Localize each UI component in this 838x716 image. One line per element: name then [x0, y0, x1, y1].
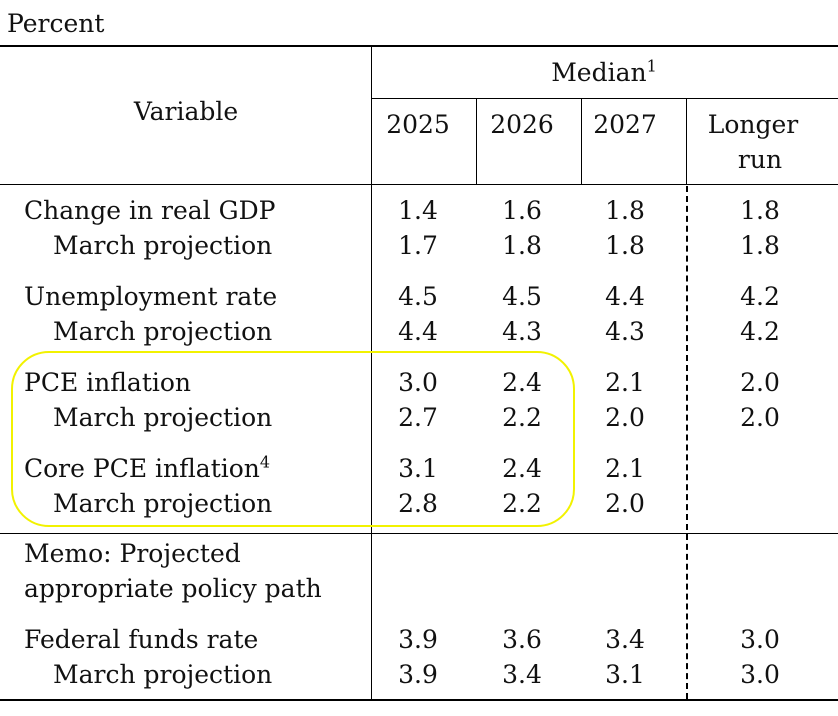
cell: 4.5 — [398, 282, 438, 311]
row-footnote: 4 — [259, 452, 271, 472]
memo-rule — [0, 533, 838, 534]
row-label: Federal funds rate — [24, 625, 259, 654]
cell: 3.0 — [740, 625, 780, 654]
longer-run-header-line2: run — [737, 145, 783, 174]
year-rule-1 — [476, 98, 477, 184]
cell: 1.8 — [502, 231, 542, 260]
cell: 2.7 — [398, 403, 438, 432]
year-header-2025: 2025 — [386, 110, 450, 139]
row-label: March projection — [53, 317, 273, 346]
cell: 2.4 — [502, 454, 542, 483]
row-label: Change in real GDP — [24, 196, 276, 225]
cell: 1.6 — [502, 196, 542, 225]
row-label: Core PCE inflation4 — [24, 452, 271, 483]
longer-run-dashed-rule — [686, 186, 688, 699]
year-header-2026: 2026 — [490, 110, 554, 139]
row-label: March projection — [53, 489, 273, 518]
unit-label: Percent — [7, 9, 105, 38]
cell: 1.7 — [398, 231, 438, 260]
cell: 3.6 — [502, 625, 542, 654]
longer-run-header-line1: Longer — [707, 110, 799, 139]
cell: 3.1 — [398, 454, 438, 483]
cell: 1.8 — [740, 196, 780, 225]
cell: 1.8 — [605, 196, 645, 225]
cell: 3.1 — [605, 660, 645, 689]
top-rule — [0, 45, 838, 47]
cell: 2.0 — [740, 403, 780, 432]
year-rule-2 — [581, 98, 582, 184]
cell: 2.2 — [502, 403, 542, 432]
cell: 4.2 — [740, 282, 780, 311]
header-rule — [0, 184, 838, 185]
cell: 2.1 — [605, 454, 645, 483]
memo-line-1: Memo: Projected — [24, 539, 241, 568]
row-label: March projection — [53, 231, 273, 260]
cell: 2.0 — [605, 489, 645, 518]
cell: 3.4 — [502, 660, 542, 689]
cell: 4.4 — [605, 282, 645, 311]
variable-column-rule — [371, 45, 372, 700]
memo-line-2: appropriate policy path — [24, 574, 322, 603]
cell: 2.8 — [398, 489, 438, 518]
cell: 3.9 — [398, 660, 438, 689]
cell: 4.4 — [398, 317, 438, 346]
cell: 4.3 — [605, 317, 645, 346]
cell: 2.2 — [502, 489, 542, 518]
variable-header: Variable — [133, 97, 239, 126]
cell: 3.9 — [398, 625, 438, 654]
cell: 3.0 — [398, 368, 438, 397]
median-rule — [371, 98, 838, 99]
median-footnote: 1 — [646, 56, 657, 76]
cell: 4.5 — [502, 282, 542, 311]
row-label: PCE inflation — [24, 368, 192, 397]
row-label: Unemployment rate — [24, 282, 278, 311]
cell: 2.4 — [502, 368, 542, 397]
cell: 2.0 — [605, 403, 645, 432]
bottom-rule — [0, 699, 838, 701]
row-label: March projection — [53, 660, 273, 689]
inflation-highlight-outline — [11, 351, 575, 527]
cell: 1.8 — [740, 231, 780, 260]
row-label: March projection — [53, 403, 273, 432]
cell: 2.1 — [605, 368, 645, 397]
cell: 1.8 — [605, 231, 645, 260]
cell: 4.3 — [502, 317, 542, 346]
median-header: Median1 — [551, 56, 657, 87]
year-rule-3 — [686, 98, 687, 184]
year-header-2027: 2027 — [593, 110, 657, 139]
cell: 3.4 — [605, 625, 645, 654]
cell: 2.0 — [740, 368, 780, 397]
cell: 3.0 — [740, 660, 780, 689]
cell: 1.4 — [398, 196, 438, 225]
cell: 4.2 — [740, 317, 780, 346]
